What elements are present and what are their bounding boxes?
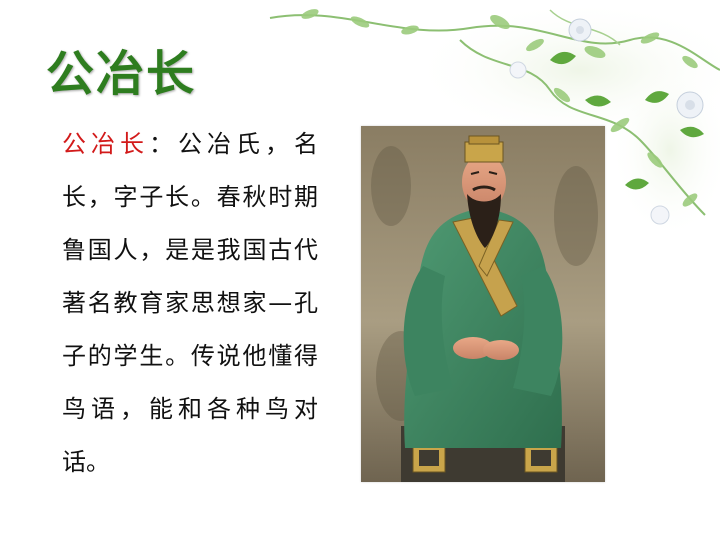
highlighted-term: 公冶长 — [62, 130, 149, 158]
floral-vine-decoration — [269, 0, 720, 240]
slide-title: 公冶长 — [46, 46, 197, 102]
biography-paragraph: 公冶长：公冶氏，名长，字子长。春秋时期鲁国人，是是我国古代著名教育家思想家—孔子… — [62, 118, 318, 489]
gongye-chang-statue-image — [361, 126, 605, 482]
biography-text: 公冶氏，名长，字子长。春秋时期鲁国人，是是我国古代著名教育家思想家—孔子的学生。… — [62, 130, 318, 476]
term-separator: ： — [149, 130, 178, 158]
